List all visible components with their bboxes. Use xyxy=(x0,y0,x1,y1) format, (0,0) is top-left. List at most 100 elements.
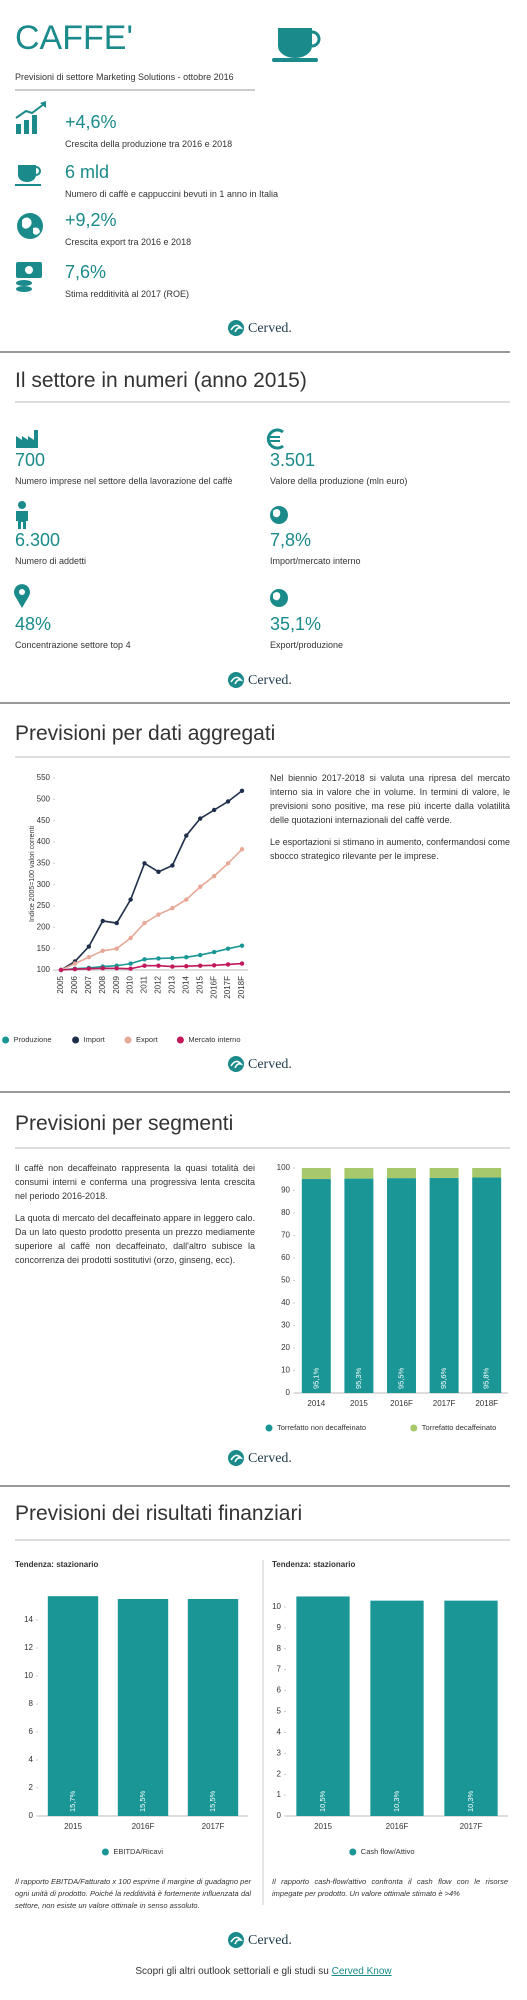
y-tick-label: 10 xyxy=(272,1602,281,1611)
euro-icon xyxy=(266,428,284,450)
y-tick-label: 200 xyxy=(37,922,51,931)
logo: Cerved. xyxy=(228,1450,292,1466)
legend-label: Torrefatto decaffeinato xyxy=(422,1423,497,1432)
x-tick-label: 2011 xyxy=(140,975,149,993)
point xyxy=(184,833,189,838)
y-tick-label: 350 xyxy=(37,858,51,867)
logo-text: Cerved. xyxy=(248,1057,292,1072)
data-label: 10,5% xyxy=(318,1790,327,1812)
point xyxy=(211,963,217,968)
stat-label: Numero imprese nel settore della lavoraz… xyxy=(15,476,233,486)
bar xyxy=(370,1600,424,1816)
y-tick-label: 0 xyxy=(277,1811,282,1820)
point xyxy=(184,955,189,960)
y-tick-label: 70 xyxy=(281,1231,290,1240)
y-tick-label: 30 xyxy=(281,1321,290,1330)
point xyxy=(114,920,119,926)
point xyxy=(86,966,92,971)
data-label: 15,7% xyxy=(68,1790,77,1812)
bar xyxy=(444,1600,498,1816)
point xyxy=(142,861,147,866)
highlight-label: Stima redditività al 2017 (ROE) xyxy=(65,289,190,299)
section-title: Il settore in numeri (anno 2015) xyxy=(15,369,307,392)
line xyxy=(60,944,243,971)
legend-marker xyxy=(124,1036,132,1044)
point xyxy=(239,943,245,948)
x-tick-label: 2016F xyxy=(209,976,218,999)
y-tick-label: 450 xyxy=(37,816,51,825)
x-tick-label: 2015 xyxy=(350,1399,368,1408)
bar xyxy=(187,1599,239,1816)
bar xyxy=(387,1168,416,1179)
highlight-label: Crescita export tra 2016 e 2018 xyxy=(65,237,192,247)
point xyxy=(198,963,203,968)
stat-label: Concentrazione settore top 4 xyxy=(15,640,131,650)
data-label: 15,5% xyxy=(138,1790,147,1812)
globe-icon xyxy=(17,213,43,239)
data-label: 10,3% xyxy=(466,1790,475,1812)
point xyxy=(156,956,161,961)
x-tick-label: 2017F xyxy=(433,1399,456,1408)
x-tick-label: 2015 xyxy=(64,1822,82,1831)
logo: Cerved. xyxy=(228,672,292,688)
cup-icon xyxy=(15,165,41,186)
x-tick-label: 2010 xyxy=(126,975,135,993)
data-label: 10,3% xyxy=(392,1790,401,1812)
globe-icon xyxy=(270,506,288,524)
legend-marker xyxy=(2,1036,10,1044)
point xyxy=(86,944,92,949)
logo-swirl xyxy=(230,1936,244,1945)
bar xyxy=(472,1177,502,1393)
bar xyxy=(429,1168,459,1178)
legend-label: Cash flow/Attivo xyxy=(361,1847,415,1856)
x-tick-label: 2007 xyxy=(84,975,93,993)
point xyxy=(72,966,78,972)
data-label: 15,5% xyxy=(208,1790,217,1812)
logo-mark xyxy=(228,1450,244,1466)
x-tick-label: 2014 xyxy=(181,975,190,993)
stat-value: 700 xyxy=(15,450,46,470)
money-icon xyxy=(16,262,42,292)
x-tick-label: 2016F xyxy=(132,1822,155,1831)
pin-icon xyxy=(13,584,30,608)
section-title: Previsioni per segmenti xyxy=(15,1112,234,1135)
point xyxy=(72,961,78,966)
x-tick-label: 2017F xyxy=(202,1822,225,1831)
x-tick-label: 2006 xyxy=(70,975,79,993)
paragraph: Nel biennio 2017-2018 si valuta una ripr… xyxy=(270,773,510,825)
legend-label: Export xyxy=(136,1035,159,1044)
y-tick-label: 40 xyxy=(281,1298,290,1307)
y-tick-label: 12 xyxy=(24,1643,33,1652)
stat-label: Numero di addetti xyxy=(15,556,87,566)
legend-marker xyxy=(265,1424,273,1432)
stat-label: Valore della produzione (mln euro) xyxy=(270,476,408,486)
point xyxy=(128,966,133,971)
chart-subtitle: Tendenza: stazionario xyxy=(15,1560,99,1569)
point xyxy=(211,807,217,813)
stat-label: Import/mercato interno xyxy=(270,556,361,566)
x-tick-label: 2013 xyxy=(167,975,176,993)
note: Il rapporto cash-flow/attivo confronta i… xyxy=(272,1877,508,1898)
factory-icon xyxy=(16,430,38,448)
point xyxy=(156,963,161,968)
line xyxy=(60,962,243,971)
point xyxy=(142,920,147,926)
logo-swirl xyxy=(230,1060,244,1069)
logo-text: Cerved. xyxy=(248,1933,292,1948)
paragraph: Il caffè non decaffeinato rappresenta la… xyxy=(15,1163,255,1201)
y-tick-label: 10 xyxy=(281,1366,290,1375)
point xyxy=(225,861,231,866)
point xyxy=(239,961,245,966)
highlight-value: +4,6% xyxy=(65,112,117,132)
y-tick-label: 10 xyxy=(24,1671,33,1680)
point xyxy=(114,946,119,951)
stat-value: 35,1% xyxy=(270,614,322,634)
bar xyxy=(47,1596,99,1816)
bar xyxy=(387,1178,416,1393)
y-tick-label: 5 xyxy=(277,1707,282,1716)
footer-link[interactable]: Cerved Know xyxy=(331,1966,392,1977)
point xyxy=(198,816,203,821)
data-label: 95,5% xyxy=(396,1367,405,1389)
